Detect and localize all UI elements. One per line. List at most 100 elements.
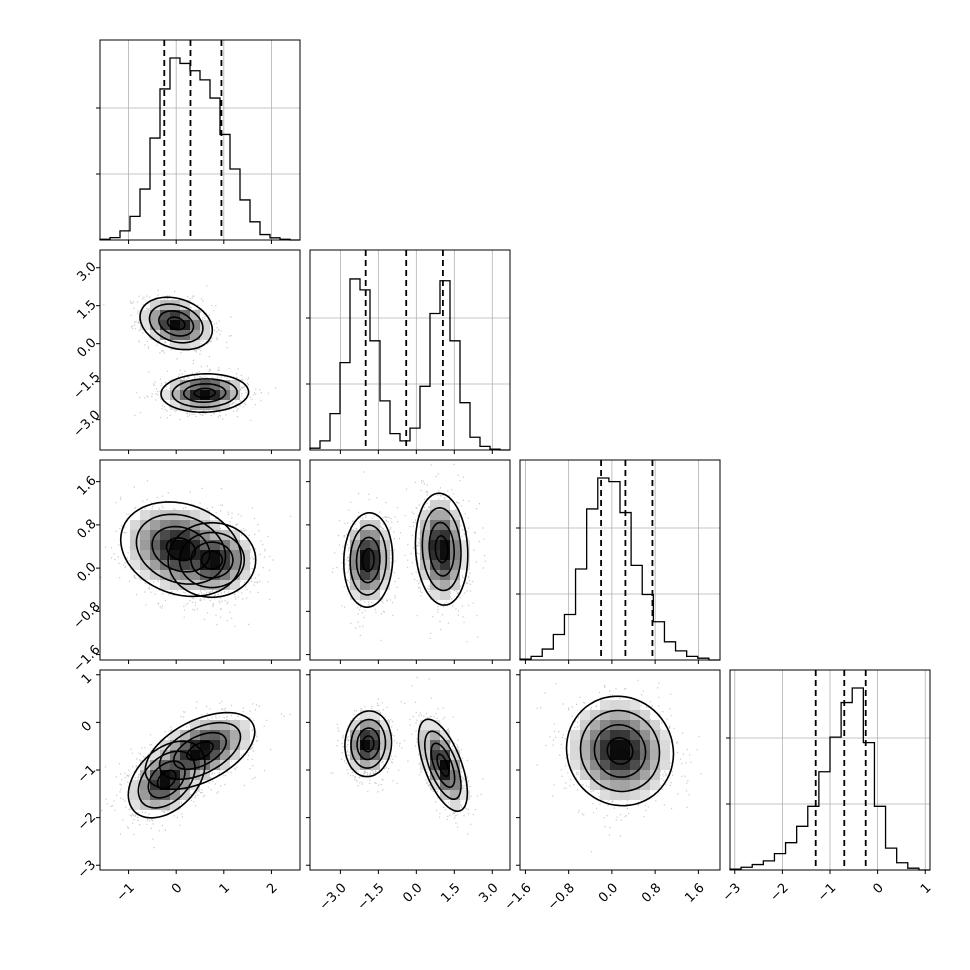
- density-cell: [600, 710, 610, 720]
- density-cell: [220, 760, 230, 770]
- density-content: [310, 670, 510, 870]
- density-cell: [180, 340, 190, 350]
- density-content: [310, 460, 510, 660]
- density-cell: [230, 390, 240, 400]
- x-tick-label: 2: [264, 881, 280, 897]
- density-cell: [370, 550, 380, 560]
- density-cell: [660, 730, 670, 740]
- density-cell: [130, 530, 140, 540]
- density-panel-1-3: [306, 669, 511, 874]
- density-cell: [370, 570, 380, 580]
- density-cell: [430, 730, 440, 740]
- density-cell: [620, 700, 630, 710]
- x-tick-label: 0.0: [596, 881, 621, 906]
- contour-3: [193, 387, 216, 399]
- density-cell: [380, 750, 390, 760]
- panel-frame: [99, 249, 301, 451]
- density-cell: [230, 530, 240, 540]
- histogram-2: [519, 477, 720, 661]
- density-cell: [630, 720, 640, 730]
- density-cell: [350, 550, 360, 560]
- density-cell: [370, 580, 380, 590]
- histogram-3: [729, 687, 930, 871]
- density-cell: [230, 540, 240, 550]
- density-cell: [430, 560, 440, 570]
- density-cell: [440, 530, 450, 540]
- x-tick-label: −3.0: [317, 881, 350, 914]
- density-cell: [440, 740, 450, 750]
- x-tick-label: 0.8: [639, 881, 664, 906]
- density-cell: [160, 530, 170, 540]
- panel-frame: [729, 669, 931, 871]
- density-cell: [650, 740, 660, 750]
- density-cell: [650, 720, 660, 730]
- density-cell: [180, 530, 190, 540]
- density-cell: [450, 570, 460, 580]
- contour-3: [361, 547, 375, 573]
- density-cell: [200, 570, 210, 580]
- density-cell: [420, 510, 430, 520]
- density-cell: [610, 790, 620, 800]
- x-tick-label: 3.0: [476, 881, 501, 906]
- density-cell: [580, 750, 590, 760]
- contour-1: [421, 506, 462, 592]
- density-cell: [580, 730, 590, 740]
- density-cell: [370, 710, 380, 720]
- x-tick-label: 1: [217, 881, 233, 897]
- density-cell: [430, 750, 440, 760]
- contour-0: [167, 521, 257, 599]
- density-cell: [370, 740, 380, 750]
- density-cell: [640, 720, 650, 730]
- density-cell: [450, 520, 460, 530]
- contour-3: [200, 550, 224, 570]
- y-tick-label: −1.6: [71, 643, 104, 676]
- density-cell: [350, 570, 360, 580]
- density-cell: [130, 540, 140, 550]
- density-cell: [590, 760, 600, 770]
- density-cell: [140, 560, 150, 570]
- contour-1: [148, 303, 204, 344]
- contour-2: [172, 731, 228, 771]
- density-cell: [370, 540, 380, 550]
- density-cell: [430, 500, 440, 510]
- density-cell: [240, 730, 250, 740]
- x-tick-label: −3: [720, 881, 744, 905]
- density-cell: [210, 760, 220, 770]
- contour-2: [355, 536, 381, 584]
- contour-0: [342, 511, 394, 608]
- density-cell: [440, 580, 450, 590]
- density-cell: [190, 560, 200, 570]
- scatter-points: [101, 700, 291, 849]
- density-cell: [350, 750, 360, 760]
- density-cell: [130, 780, 140, 790]
- density-cell: [630, 750, 640, 760]
- density-cell: [230, 730, 240, 740]
- density-cell: [620, 740, 630, 750]
- density-cell: [200, 550, 210, 560]
- y-tick-label: −1: [75, 762, 99, 786]
- density-cell: [430, 780, 440, 790]
- x-tick-label: −1: [815, 881, 839, 905]
- density-cell: [660, 760, 670, 770]
- density-cell: [140, 570, 150, 580]
- y-tick-label: 0: [79, 719, 95, 735]
- density-cell: [170, 530, 180, 540]
- density-cell: [640, 760, 650, 770]
- contour-0: [119, 501, 243, 598]
- density-cell: [620, 750, 630, 760]
- density-cell: [450, 580, 460, 590]
- contour-3: [434, 534, 449, 564]
- density-cell: [130, 520, 140, 530]
- density-cell: [460, 540, 470, 550]
- contour-2: [428, 521, 456, 577]
- panel-bg: [310, 460, 510, 660]
- density-cell: [660, 740, 670, 750]
- density-cell: [130, 550, 140, 560]
- density-cell: [580, 760, 590, 770]
- y-tick-label: 1.6: [74, 473, 99, 498]
- density-cell: [640, 790, 650, 800]
- density-cell: [160, 790, 170, 800]
- density-cell: [160, 520, 170, 530]
- density-cell: [380, 550, 390, 560]
- density-cell: [610, 700, 620, 710]
